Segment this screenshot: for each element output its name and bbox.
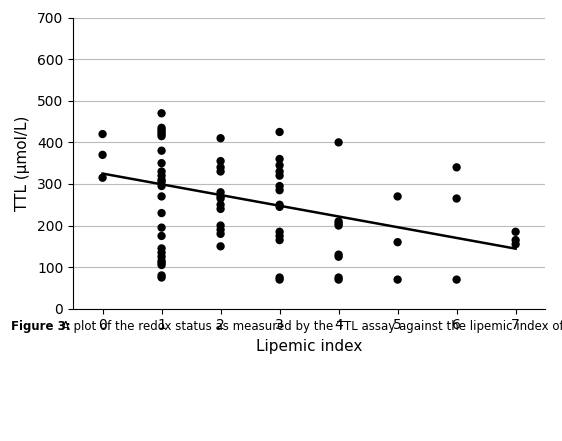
Point (157, 168, 166, 175)
Point (334, 253, 343, 260)
Point (275, 183, 284, 190)
Point (334, 222, 343, 229)
Point (275, 172, 284, 179)
Point (157, 245, 166, 252)
Point (157, 133, 166, 140)
Point (216, 168, 225, 175)
Point (216, 230, 225, 237)
Point (98, 151, 107, 158)
Text: A plot of the redox status as measured by the TTL assay against the lipemic inde: A plot of the redox status as measured b… (58, 320, 562, 333)
Point (157, 274, 166, 281)
Point (275, 187, 284, 194)
Point (334, 218, 343, 225)
Point (157, 131, 166, 138)
Point (275, 236, 284, 243)
Point (275, 128, 284, 135)
Point (98, 174, 107, 181)
Y-axis label: TTL (μmol/L): TTL (μmol/L) (15, 116, 30, 211)
Point (157, 193, 166, 200)
Point (216, 135, 225, 142)
Point (157, 262, 166, 269)
Point (157, 127, 166, 134)
Point (275, 156, 284, 163)
Point (157, 176, 166, 183)
Point (275, 203, 284, 210)
Point (393, 239, 402, 246)
Point (157, 172, 166, 179)
Point (275, 232, 284, 239)
Point (216, 201, 225, 208)
Point (216, 193, 225, 200)
Point (157, 209, 166, 217)
Point (157, 232, 166, 239)
Point (334, 220, 343, 227)
Point (98, 131, 107, 138)
Point (216, 189, 225, 196)
Point (275, 162, 284, 169)
Point (157, 258, 166, 265)
Point (275, 274, 284, 281)
Point (452, 164, 461, 171)
Point (216, 243, 225, 250)
Point (511, 241, 520, 248)
Point (334, 276, 343, 283)
Point (452, 195, 461, 202)
Point (157, 253, 166, 260)
Point (157, 272, 166, 279)
Point (216, 157, 225, 164)
Point (511, 228, 520, 235)
Point (275, 168, 284, 175)
Point (216, 195, 225, 202)
Point (157, 259, 166, 266)
Point (157, 110, 166, 117)
Point (334, 251, 343, 258)
X-axis label: Lipemic index: Lipemic index (256, 340, 362, 355)
Point (157, 249, 166, 256)
Point (334, 274, 343, 281)
Point (393, 276, 402, 283)
Point (157, 147, 166, 154)
Point (216, 226, 225, 233)
Point (157, 183, 166, 190)
Point (157, 128, 166, 135)
Text: Figure 3:: Figure 3: (11, 320, 71, 333)
Point (275, 228, 284, 235)
Point (157, 178, 166, 185)
Point (452, 276, 461, 283)
Point (157, 124, 166, 131)
Point (275, 201, 284, 208)
Point (393, 193, 402, 200)
Point (216, 164, 225, 171)
Point (216, 206, 225, 213)
Point (511, 236, 520, 243)
Point (275, 276, 284, 283)
Point (157, 224, 166, 231)
Point (334, 139, 343, 146)
Point (157, 160, 166, 167)
Point (216, 222, 225, 229)
